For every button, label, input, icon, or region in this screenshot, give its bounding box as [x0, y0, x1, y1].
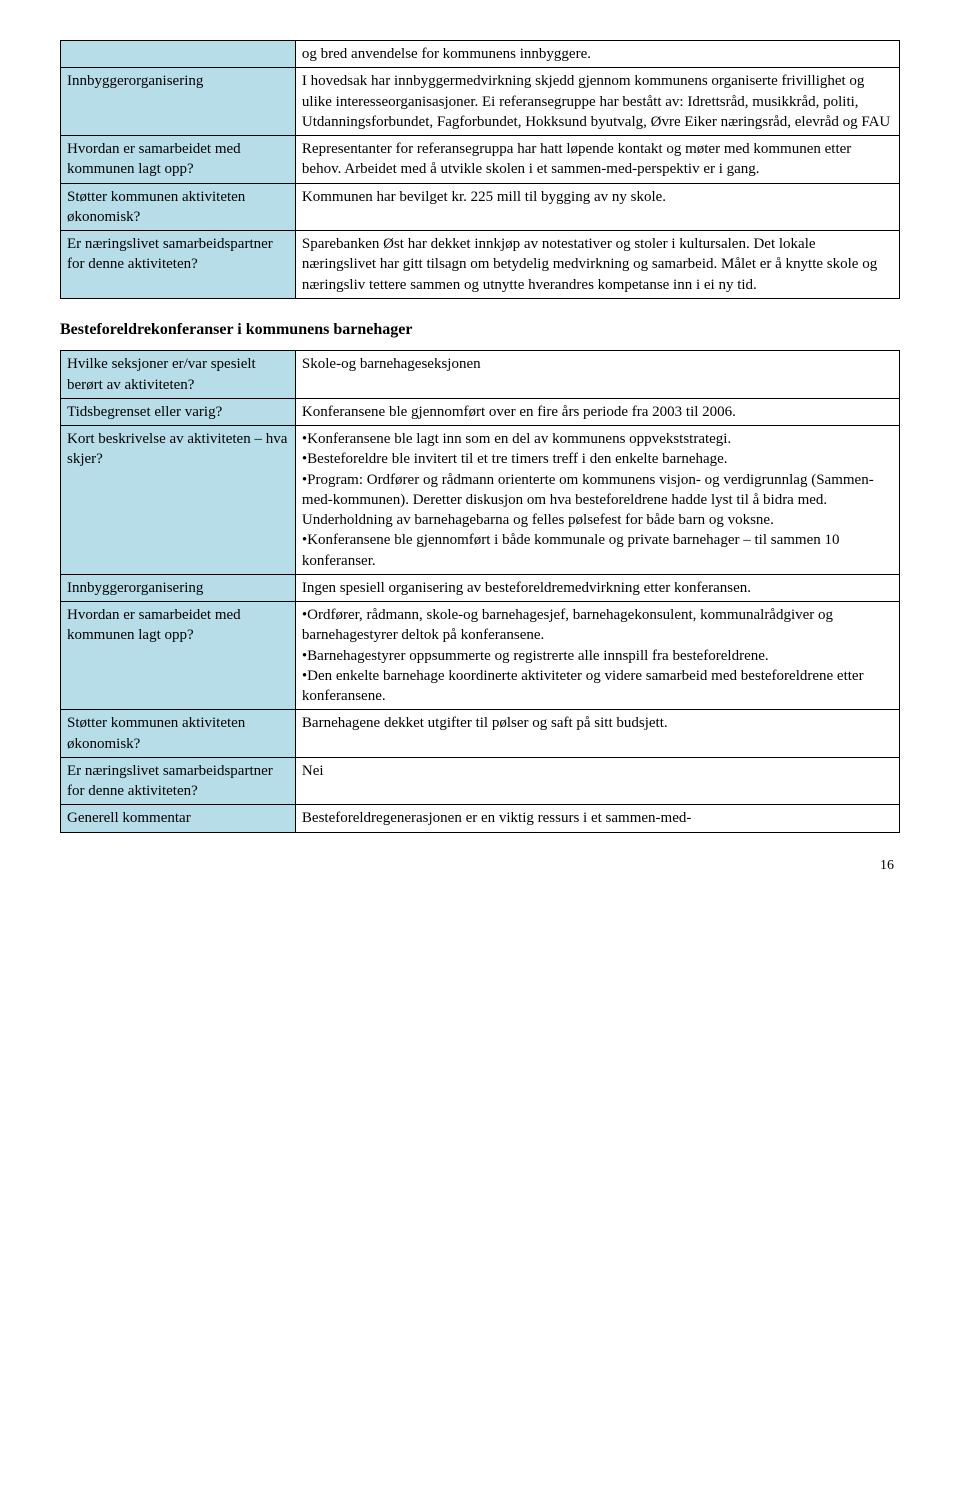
cell-left: Kort beskrivelse av aktiviteten – hva sk… — [61, 426, 296, 575]
table-row: Støtter kommunen aktiviteten økonomisk? … — [61, 710, 900, 758]
cell-left: Tidsbegrenset eller varig? — [61, 398, 296, 425]
cell-right: Besteforeldregenerasjonen er en viktig r… — [295, 805, 899, 832]
cell-right: •Ordfører, rådmann, skole-og barnehagesj… — [295, 602, 899, 710]
table-row: og bred anvendelse for kommunens innbygg… — [61, 41, 900, 68]
table-row: Hvordan er samarbeidet med kommunen lagt… — [61, 602, 900, 710]
cell-left: Er næringslivet samarbeidspartner for de… — [61, 231, 296, 299]
cell-left: Støtter kommunen aktiviteten økonomisk? — [61, 183, 296, 231]
table-row: Kort beskrivelse av aktiviteten – hva sk… — [61, 426, 900, 575]
table-row: Hvilke seksjoner er/var spesielt berørt … — [61, 351, 900, 399]
cell-right: Kommunen har bevilget kr. 225 mill til b… — [295, 183, 899, 231]
cell-right: Representanter for referansegruppa har h… — [295, 136, 899, 184]
cell-right: Skole-og barnehageseksjonen — [295, 351, 899, 399]
table-row: Er næringslivet samarbeidspartner for de… — [61, 757, 900, 805]
cell-left: Generell kommentar — [61, 805, 296, 832]
table-row: Støtter kommunen aktiviteten økonomisk? … — [61, 183, 900, 231]
cell-right: •Konferansene ble lagt inn som en del av… — [295, 426, 899, 575]
table-row: Tidsbegrenset eller varig? Konferansene … — [61, 398, 900, 425]
section-heading: Besteforeldrekonferanser i kommunens bar… — [60, 319, 900, 341]
table-row: Er næringslivet samarbeidspartner for de… — [61, 231, 900, 299]
cell-right: I hovedsak har innbyggermedvirkning skje… — [295, 68, 899, 136]
cell-left: Hvilke seksjoner er/var spesielt berørt … — [61, 351, 296, 399]
cell-left: Er næringslivet samarbeidspartner for de… — [61, 757, 296, 805]
cell-left — [61, 41, 296, 68]
table-row: Hvordan er samarbeidet med kommunen lagt… — [61, 136, 900, 184]
table-row: Innbyggerorganisering Ingen spesiell org… — [61, 574, 900, 601]
cell-right: og bred anvendelse for kommunens innbygg… — [295, 41, 899, 68]
cell-right: Sparebanken Øst har dekket innkjøp av no… — [295, 231, 899, 299]
cell-left: Hvordan er samarbeidet med kommunen lagt… — [61, 602, 296, 710]
page-number: 16 — [60, 857, 900, 876]
cell-right: Barnehagene dekket utgifter til pølser o… — [295, 710, 899, 758]
table-2: Hvilke seksjoner er/var spesielt berørt … — [60, 350, 900, 832]
cell-right: Ingen spesiell organisering av bestefore… — [295, 574, 899, 601]
table-row: Generell kommentar Besteforeldregenerasj… — [61, 805, 900, 832]
cell-right: Konferansene ble gjennomført over en fir… — [295, 398, 899, 425]
cell-right: Nei — [295, 757, 899, 805]
cell-left: Hvordan er samarbeidet med kommunen lagt… — [61, 136, 296, 184]
table-row: Innbyggerorganisering I hovedsak har inn… — [61, 68, 900, 136]
cell-left: Innbyggerorganisering — [61, 68, 296, 136]
cell-left: Innbyggerorganisering — [61, 574, 296, 601]
cell-left: Støtter kommunen aktiviteten økonomisk? — [61, 710, 296, 758]
table-1: og bred anvendelse for kommunens innbygg… — [60, 40, 900, 299]
